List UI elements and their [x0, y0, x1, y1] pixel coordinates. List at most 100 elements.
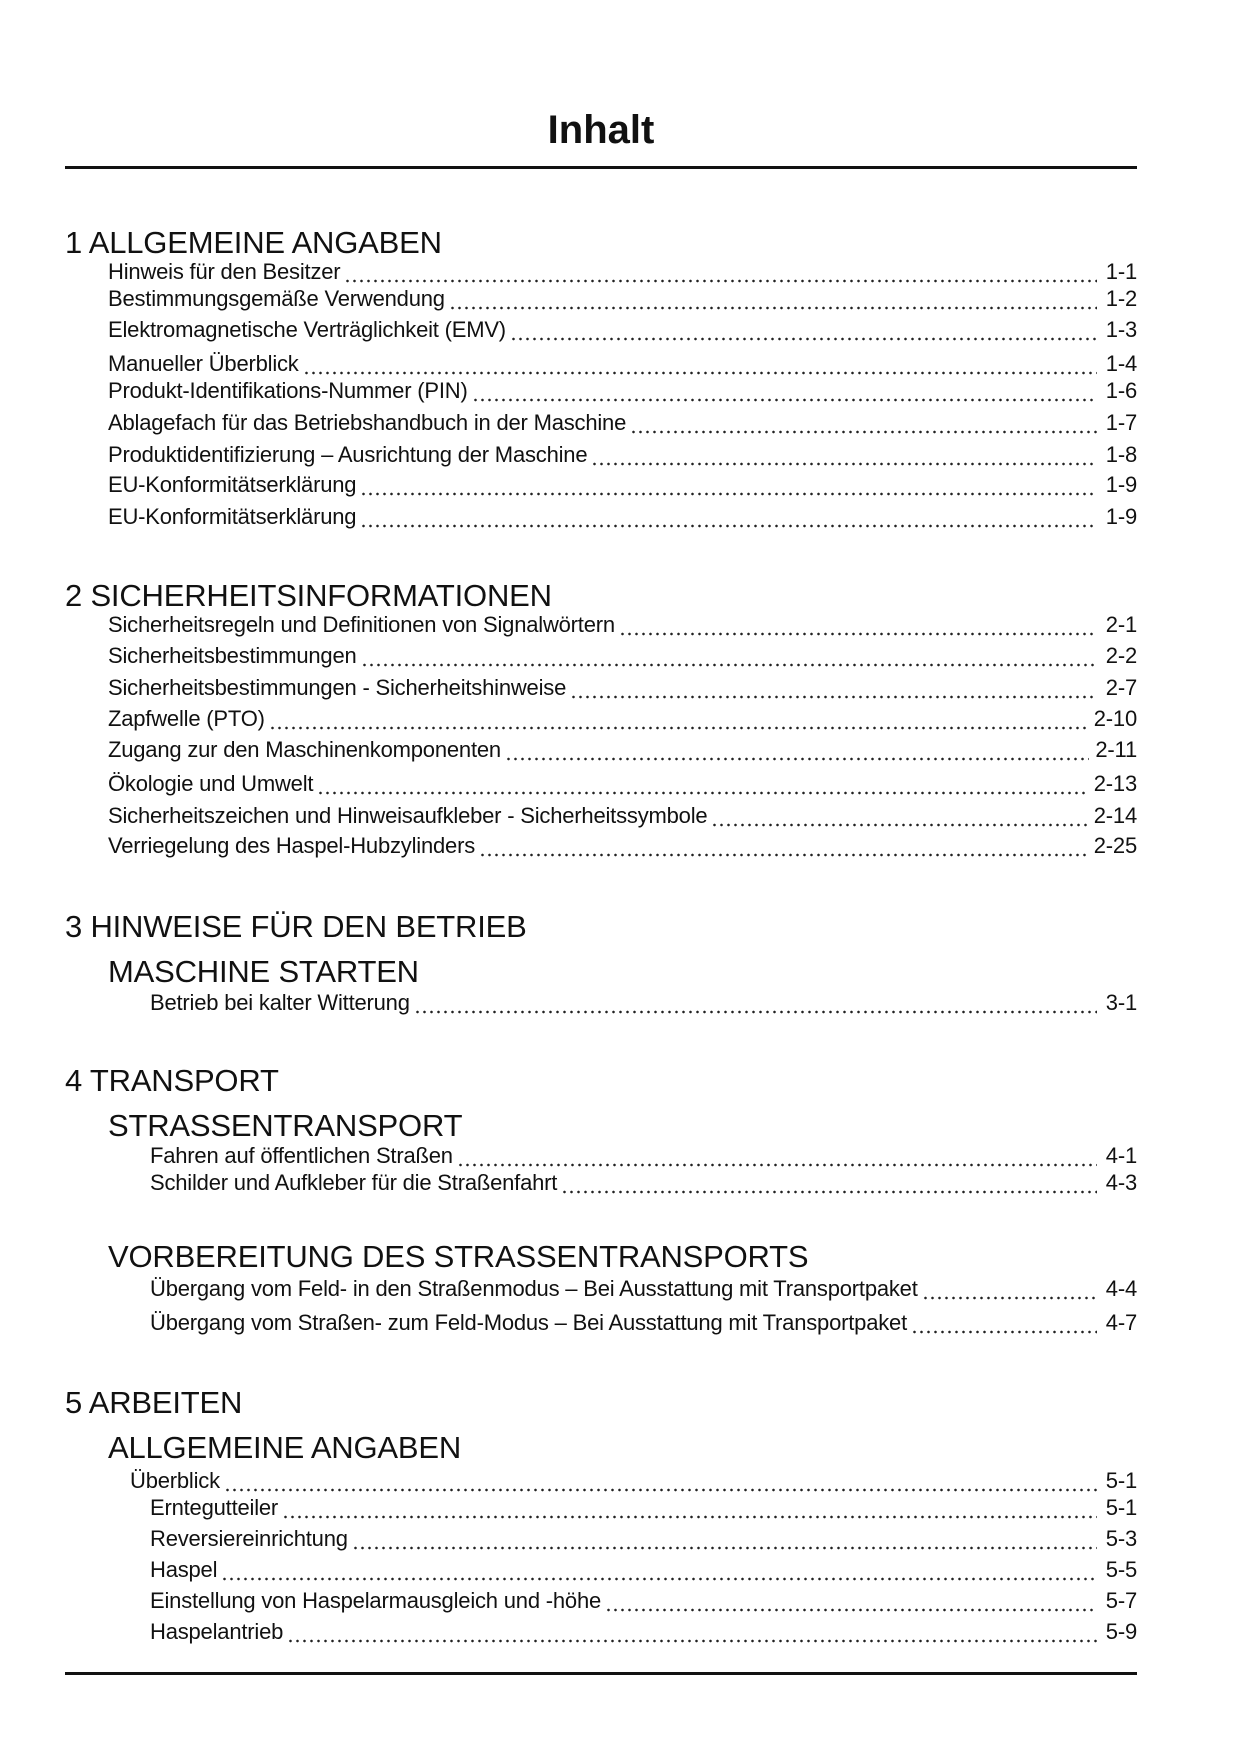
dot-leader [711, 801, 1088, 831]
entry-title: Schilder und Aufkleber für die Straßenfa… [150, 1170, 558, 1195]
entry-title: EU-Konformitätserklärung [108, 504, 357, 529]
entry-title: Haspel [150, 1557, 218, 1582]
dot-leader [630, 408, 1097, 438]
entry-title: Ablagefach für das Betriebshandbuch in d… [108, 410, 627, 435]
entry-title: Hinweis für den Besitzer [108, 259, 341, 284]
toc-entry[interactable]: Reversiereinrichtung 5-3 [150, 1524, 1137, 1554]
page-number: 5-5 [1105, 1557, 1137, 1582]
toc-entry[interactable]: Einstellung von Haspelarmausgleich und -… [150, 1586, 1137, 1616]
bottom-divider [65, 1672, 1137, 1675]
dot-leader [910, 1308, 1097, 1338]
page-number: 2-25 [1093, 833, 1137, 858]
page-number: 5-1 [1105, 1495, 1137, 1520]
subsection-heading[interactable]: VORBEREITUNG DES STRASSENTRANSPORTS [108, 1239, 809, 1274]
page-number: 2-11 [1095, 737, 1137, 762]
entry-title: Manueller Überblick [108, 351, 299, 376]
dot-leader [618, 610, 1097, 640]
page-number: 1-2 [1105, 286, 1137, 311]
toc-entry[interactable]: Betrieb bei kalter Witterung 3-1 [150, 988, 1137, 1018]
dot-leader [448, 284, 1097, 314]
entry-title: Verriegelung des Haspel-Hubzylinders [108, 833, 476, 858]
entry-title: Fahren auf öffentlichen Straßen [150, 1143, 453, 1168]
page-number: 1-7 [1105, 410, 1137, 435]
entry-title: Produkt-Identifikations-Nummer (PIN) [108, 378, 468, 403]
toc-entry[interactable]: Produkt-Identifikations-Nummer (PIN) 1-6 [108, 376, 1137, 406]
entry-title: Elektromagnetische Verträglichkeit (EMV) [108, 317, 506, 342]
page-number: 1-1 [1105, 259, 1137, 284]
toc-entry[interactable]: Erntegutteiler 5-1 [150, 1493, 1137, 1523]
toc-entry[interactable]: Übergang vom Feld- in den Straßenmodus –… [150, 1274, 1137, 1304]
section-heading[interactable]: 3 HINWEISE FÜR DEN BETRIEB [65, 909, 527, 944]
toc-entry[interactable]: Sicherheitsbestimmungen 2-2 [108, 641, 1137, 671]
toc-entry[interactable]: Übergang vom Straßen- zum Feld-Modus – B… [150, 1308, 1137, 1338]
page-number: 1-6 [1105, 378, 1137, 403]
toc-entry[interactable]: EU-Konformitätserklärung 1-9 [108, 470, 1137, 500]
toc-entry[interactable]: Elektromagnetische Verträglichkeit (EMV)… [108, 315, 1137, 345]
page-number: 1-9 [1105, 504, 1137, 529]
section-heading[interactable]: 5 ARBEITEN [65, 1385, 243, 1420]
entry-title: Sicherheitsbestimmungen [108, 643, 357, 668]
toc-entry[interactable]: Schilder und Aufkleber für die Straßenfa… [150, 1168, 1137, 1198]
toc-entry[interactable]: Sicherheitszeichen und Hinweisaufkleber … [108, 801, 1137, 831]
section-heading[interactable]: 4 TRANSPORT [65, 1063, 279, 1098]
dot-leader [223, 1466, 1097, 1496]
subsection-heading[interactable]: STRASSENTRANSPORT [108, 1108, 463, 1143]
page-number: 2-1 [1105, 612, 1137, 637]
dot-leader [561, 1168, 1097, 1198]
page-number: 2-13 [1093, 771, 1137, 796]
entry-title: Übergang vom Straßen- zum Feld-Modus – B… [150, 1310, 907, 1335]
toc-entry[interactable]: Zugang zur den Maschinenkomponenten 2-11 [108, 735, 1137, 765]
dot-leader [921, 1274, 1097, 1304]
dot-leader [605, 1586, 1097, 1616]
entry-title: Reversiereinrichtung [150, 1526, 348, 1551]
toc-entry[interactable]: Hinweis für den Besitzer 1-1 [108, 257, 1137, 287]
toc-entry[interactable]: Manueller Überblick 1-4 [108, 349, 1137, 379]
page-number: 5-1 [1105, 1468, 1137, 1493]
entry-title: Bestimmungsgemäße Verwendung [108, 286, 445, 311]
entry-title: Produktidentifizierung – Ausrichtung der… [108, 442, 588, 467]
toc-entry[interactable]: Ablagefach für das Betriebshandbuch in d… [108, 408, 1137, 438]
subsection-heading[interactable]: MASCHINE STARTEN [108, 954, 419, 989]
toc-entry[interactable]: Haspelantrieb 5-9 [150, 1617, 1137, 1647]
dot-leader [287, 1617, 1097, 1647]
top-divider [65, 166, 1137, 169]
entry-title: Zapfwelle (PTO) [108, 706, 265, 731]
section-heading[interactable]: 2 SICHERHEITSINFORMATIONEN [65, 578, 552, 613]
entry-title: Einstellung von Haspelarmausgleich und -… [150, 1588, 602, 1613]
entry-title: Haspelantrieb [150, 1619, 284, 1644]
page-number: 1-8 [1105, 442, 1137, 467]
dot-leader [413, 988, 1097, 1018]
page-number: 4-1 [1105, 1143, 1137, 1168]
toc-entry[interactable]: Bestimmungsgemäße Verwendung 1-2 [108, 284, 1137, 314]
toc-entry[interactable]: Zapfwelle (PTO) 2-10 [108, 704, 1137, 734]
toc-entry[interactable]: Verriegelung des Haspel-Hubzylinders 2-25 [108, 831, 1137, 861]
entry-title: Erntegutteiler [150, 1495, 279, 1520]
toc-entry[interactable]: Fahren auf öffentlichen Straßen 4-1 [150, 1141, 1137, 1171]
toc-entry[interactable]: Überblick 5-1 [130, 1466, 1137, 1496]
toc-entry[interactable]: Haspel 5-5 [150, 1555, 1137, 1585]
toc-entry[interactable]: EU-Konformitätserklärung 1-9 [108, 502, 1137, 532]
subsection-heading[interactable]: ALLGEMEINE ANGABEN [108, 1430, 462, 1465]
entry-title: Übergang vom Feld- in den Straßenmodus –… [150, 1276, 918, 1301]
entry-title: Sicherheitsbestimmungen - Sicherheitshin… [108, 675, 567, 700]
dot-leader [509, 315, 1097, 345]
page-number: 2-7 [1105, 675, 1137, 700]
page-title: Inhalt [547, 108, 655, 152]
dot-leader [504, 735, 1090, 765]
dot-leader [360, 502, 1097, 532]
toc-entry[interactable]: Sicherheitsbestimmungen - Sicherheitshin… [108, 673, 1137, 703]
page-number: 3-1 [1105, 990, 1137, 1015]
toc-entry[interactable]: Sicherheitsregeln und Definitionen von S… [108, 610, 1137, 640]
dot-leader [360, 641, 1097, 671]
dot-leader [221, 1555, 1097, 1585]
section-heading[interactable]: 1 ALLGEMEINE ANGABEN [65, 225, 442, 260]
dot-leader [570, 673, 1097, 703]
toc-entry[interactable]: Ökologie und Umwelt 2-13 [108, 769, 1137, 799]
page-number: 4-7 [1105, 1310, 1137, 1335]
page-number: 2-10 [1093, 706, 1137, 731]
dot-leader [456, 1141, 1097, 1171]
entry-title: Betrieb bei kalter Witterung [150, 990, 410, 1015]
page-number: 4-3 [1105, 1170, 1137, 1195]
toc-entry[interactable]: Produktidentifizierung – Ausrichtung der… [108, 440, 1137, 470]
dot-leader [360, 470, 1097, 500]
